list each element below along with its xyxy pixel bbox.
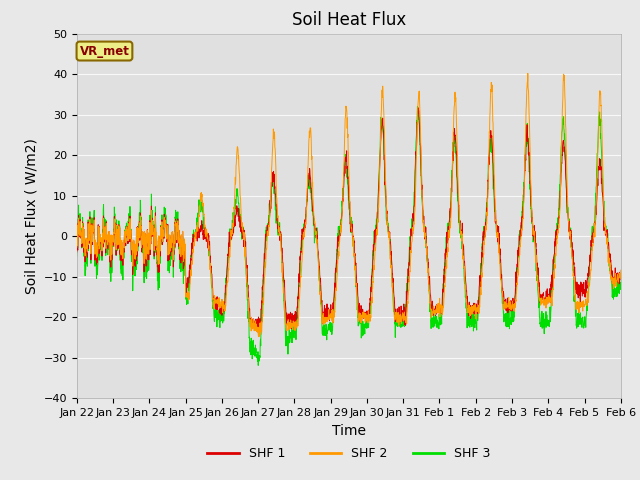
Line: SHF 3: SHF 3 [77, 107, 621, 365]
SHF 3 [584, 288, 592, 294]
SHF 2 [570, 273, 577, 279]
SHF 2 [524, 71, 532, 76]
SHF 3 [254, 362, 262, 368]
SHF 1 [376, 144, 384, 150]
SHF 1 [508, 303, 515, 309]
SHF 3 [508, 307, 515, 313]
Line: SHF 1: SHF 1 [77, 108, 621, 332]
SHF 3 [73, 253, 81, 259]
SHF 2 [255, 334, 263, 340]
SHF 1 [225, 250, 232, 255]
SHF 2 [507, 307, 515, 313]
SHF 1 [365, 318, 372, 324]
SHF 3 [413, 104, 421, 109]
SHF 2 [225, 266, 232, 272]
SHF 1 [617, 276, 625, 282]
SHF 3 [225, 240, 232, 246]
SHF 3 [617, 285, 625, 290]
SHF 2 [73, 245, 81, 251]
Y-axis label: Soil Heat Flux ( W/m2): Soil Heat Flux ( W/m2) [24, 138, 38, 294]
SHF 2 [376, 139, 384, 145]
Legend: SHF 1, SHF 2, SHF 3: SHF 1, SHF 2, SHF 3 [202, 442, 495, 465]
SHF 3 [365, 325, 372, 331]
X-axis label: Time: Time [332, 424, 366, 438]
SHF 3 [376, 129, 384, 135]
SHF 1 [570, 248, 577, 254]
SHF 1 [254, 329, 262, 335]
SHF 2 [365, 315, 372, 321]
SHF 2 [584, 300, 592, 305]
Title: Soil Heat Flux: Soil Heat Flux [292, 11, 406, 29]
SHF 1 [73, 249, 81, 255]
Text: VR_met: VR_met [79, 45, 129, 58]
SHF 2 [617, 267, 625, 273]
Line: SHF 2: SHF 2 [77, 73, 621, 337]
SHF 3 [570, 268, 577, 274]
SHF 1 [414, 105, 422, 111]
SHF 1 [584, 273, 592, 279]
